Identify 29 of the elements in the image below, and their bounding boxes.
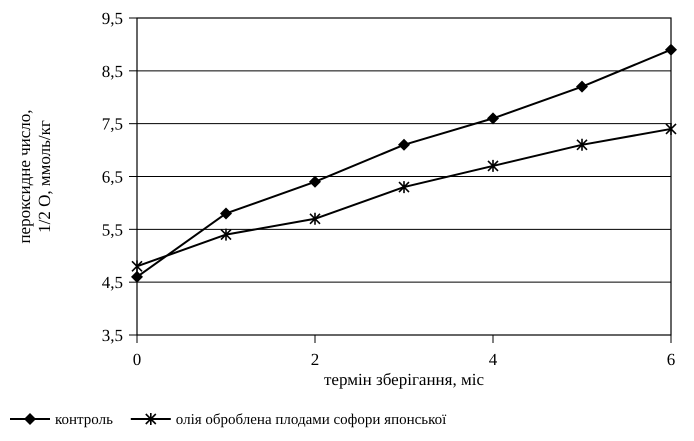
point: [665, 122, 677, 136]
point: [576, 80, 588, 93]
point: [398, 180, 410, 194]
y-tick-label: 5,5: [102, 220, 123, 240]
y-tick-label: 3,5: [102, 326, 123, 345]
y-axis-title: пероксидне число, 1/2 О, ммоль/кг: [15, 109, 54, 244]
point: [487, 112, 499, 124]
legend-label: контроль: [55, 412, 114, 428]
y-tick-label: 7,5: [102, 114, 123, 134]
point: [398, 138, 410, 151]
y-tick-label: 9,5: [102, 8, 123, 28]
y-tick-label: 8,5: [102, 62, 123, 81]
legend-label: олія оброблена плодами софори японської: [176, 412, 448, 428]
x-axis-title: термін зберігання, міс: [324, 370, 484, 389]
point: [665, 44, 677, 56]
x-tick-label: 6: [666, 350, 676, 369]
x-tick-label: 2: [310, 350, 320, 369]
point: [220, 207, 232, 220]
x-tick-label: 4: [488, 350, 498, 369]
point: [131, 260, 143, 274]
point: [131, 270, 143, 283]
point: [220, 228, 232, 242]
point: [309, 176, 321, 188]
point: [487, 159, 499, 173]
point: [576, 138, 588, 152]
x-tick-label: 0: [132, 350, 142, 369]
y-tick-label: 4,5: [102, 273, 123, 292]
y-tick-label: 6,5: [102, 167, 123, 186]
point: [309, 212, 321, 226]
